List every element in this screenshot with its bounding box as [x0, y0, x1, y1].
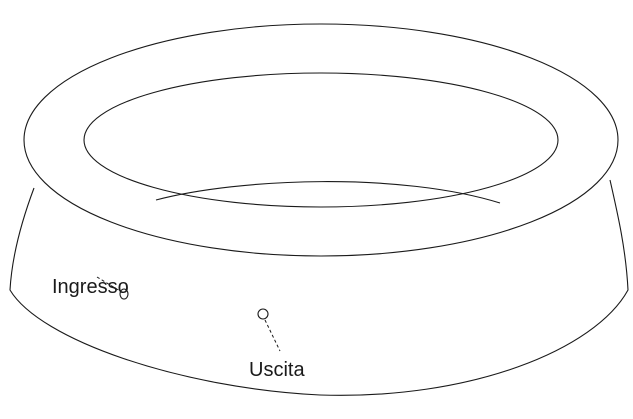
outlet-leader-line — [264, 319, 281, 352]
inlet-label: Ingresso — [52, 276, 129, 298]
inflatable-ring-inner — [83, 72, 559, 208]
outlet-label: Uscita — [249, 359, 305, 381]
inlet-leader-line — [96, 276, 121, 292]
outlet-port-icon — [257, 308, 269, 320]
inlet-port-icon — [119, 288, 129, 300]
inflatable-ring-outer — [23, 23, 619, 257]
pool-inner-edge — [155, 181, 501, 204]
pool-wall-outline — [9, 179, 629, 396]
